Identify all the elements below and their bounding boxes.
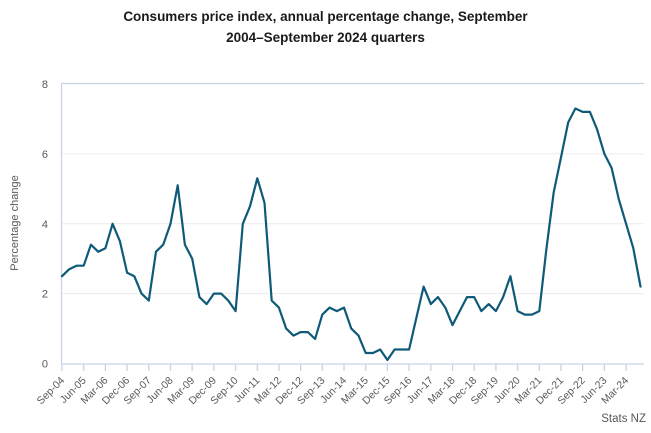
cpi-data-line bbox=[60, 107, 642, 362]
chart-title-line-2: 2004–September 2024 quarters bbox=[226, 29, 425, 45]
chart-title-line-1: Consumers price index, annual percentage… bbox=[123, 9, 528, 24]
y-tick-label: 6 bbox=[42, 149, 48, 161]
chart-title: Consumers price index, annual percentage… bbox=[0, 7, 651, 49]
y-tick-label: 0 bbox=[42, 359, 48, 371]
source-label: Stats NZ bbox=[601, 413, 646, 425]
y-tick-label: 2 bbox=[42, 289, 48, 301]
y-tick-label: 4 bbox=[42, 219, 48, 231]
y-tick-label: 8 bbox=[42, 79, 48, 91]
